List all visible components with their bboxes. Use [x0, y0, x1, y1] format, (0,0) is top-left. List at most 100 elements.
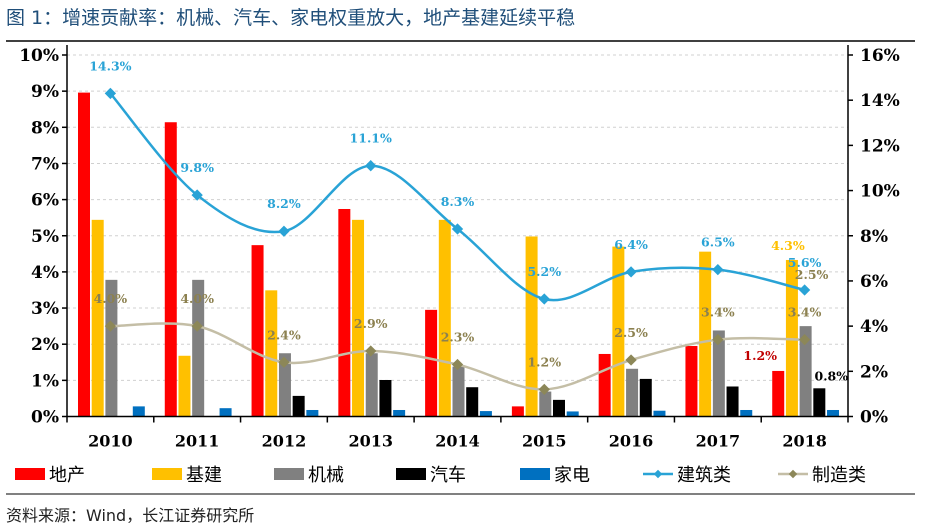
legend-marker-制造类 — [788, 469, 798, 479]
marker-建筑类 — [278, 225, 290, 237]
marker-建筑类 — [798, 284, 811, 296]
bar-基建 — [699, 251, 712, 417]
legend-swatch-地产 — [15, 468, 45, 480]
right-axis-tick-label: 16% — [860, 46, 900, 66]
marker-建筑类 — [191, 189, 203, 201]
right-axis-tick-label: 6% — [860, 272, 888, 292]
marker-建筑类 — [451, 223, 464, 235]
legend: 地产 基建 机械 汽车 家电 建筑类 制造类 — [15, 465, 866, 486]
bar-label-地产: 1.2% — [743, 348, 777, 363]
bars — [78, 92, 840, 417]
x-axis-tick-label: 2012 — [262, 432, 307, 451]
label-制造类: 3.4% — [788, 305, 822, 320]
label-制造类: 2.3% — [441, 330, 475, 345]
label-建筑类: 8.2% — [267, 196, 301, 211]
marker-建筑类 — [625, 266, 637, 278]
x-axis-tick-label: 2011 — [175, 432, 220, 451]
left-axis-tick-label: 0% — [31, 408, 59, 428]
bar-家电 — [393, 409, 406, 417]
legend-label-家电: 家电 — [554, 465, 590, 486]
label-制造类: 2.9% — [354, 316, 388, 331]
label-建筑类: 5.6% — [788, 255, 822, 270]
marker-制造类 — [191, 320, 203, 332]
bar-机械 — [539, 391, 552, 417]
x-axis-tick-label: 2013 — [348, 432, 393, 451]
legend-label-汽车: 汽车 — [430, 465, 466, 486]
bar-基建 — [352, 219, 365, 417]
left-axis-tick-label: 8% — [31, 118, 59, 138]
bar-地产 — [338, 208, 351, 417]
left-axis-tick-label: 6% — [31, 191, 59, 211]
bar-家电 — [653, 410, 666, 417]
bar-地产 — [685, 346, 698, 417]
left-axis-tick-label: 4% — [31, 263, 59, 283]
marker-制造类 — [798, 334, 811, 346]
bar-家电 — [827, 409, 840, 417]
x-axis-tick-label: 2018 — [782, 432, 827, 451]
marker-建筑类 — [365, 160, 377, 172]
x-axis-tick-label: 2017 — [696, 432, 741, 451]
label-建筑类: 8.3% — [441, 194, 475, 209]
left-axis-tick-label: 3% — [31, 299, 59, 319]
marker-建筑类 — [538, 293, 550, 305]
bar-家电 — [306, 409, 319, 417]
label-制造类: 4.0% — [180, 291, 214, 306]
label-建筑类: 11.1% — [350, 131, 392, 146]
legend-swatch-家电 — [520, 468, 550, 480]
chart-title: 图 1：增速贡献率：机械、汽车、家电权重放大，地产基建延续平稳 — [6, 7, 575, 29]
legend-label-机械: 机械 — [308, 465, 344, 486]
bar-汽车 — [726, 386, 739, 417]
bar-地产 — [772, 370, 785, 417]
bar-基建 — [438, 219, 451, 417]
x-axis-tick-label: 2016 — [609, 432, 654, 451]
label-制造类: 3.4% — [701, 305, 735, 320]
right-axis-tick-label: 8% — [860, 227, 888, 247]
bar-地产 — [598, 353, 611, 417]
label-制造类: 1.2% — [527, 354, 561, 369]
bar-地产 — [251, 245, 264, 417]
label-制造类: 2.5% — [614, 325, 648, 340]
bar-机械 — [626, 368, 639, 417]
bar-机械 — [365, 353, 378, 417]
x-axis-tick-label: 2014 — [435, 432, 480, 451]
right-axis-tick-label: 10% — [860, 182, 900, 202]
bar-地产 — [511, 406, 524, 417]
label-建筑类: 14.3% — [89, 58, 131, 73]
marker-制造类 — [451, 358, 464, 371]
legend-swatch-机械 — [274, 468, 304, 480]
legend-label-建筑类: 建筑类 — [677, 465, 731, 486]
legend-marker-建筑类 — [653, 469, 663, 479]
bar-汽车 — [466, 387, 479, 417]
bar-地产 — [164, 122, 177, 417]
bar-汽车 — [813, 388, 826, 417]
bar-汽车 — [292, 395, 305, 417]
bar-家电 — [479, 411, 492, 417]
bar-汽车 — [639, 378, 652, 417]
bar-基建 — [91, 219, 104, 417]
bar-地产 — [425, 309, 438, 417]
bar-基建 — [612, 246, 625, 417]
legend-swatch-基建 — [152, 468, 182, 480]
marker-制造类 — [278, 356, 290, 368]
bar-机械 — [452, 366, 465, 417]
bar-家电 — [740, 409, 753, 417]
marker-制造类 — [365, 345, 377, 357]
label-建筑类: 5.2% — [527, 264, 561, 279]
left-axis-tick-label: 1% — [31, 371, 59, 391]
axes: 0% 1% 2% 3% 4% 5% 6% 7% 8% 9% 10% 0% 2% 4% 6% 8% 10% 12% 1… — [19, 45, 900, 451]
source-note: 资料来源：Wind，长江证券研究所 — [6, 506, 254, 525]
label-建筑类: 6.4% — [614, 237, 648, 252]
x-axis-tick-label: 2010 — [88, 432, 133, 451]
bar-汽车 — [379, 379, 392, 417]
right-axis-tick-label: 14% — [860, 91, 900, 111]
legend-label-地产: 地产 — [49, 465, 85, 486]
x-axis-tick-label: 2015 — [522, 432, 567, 451]
bar-汽车 — [552, 399, 565, 417]
left-axis-tick-label: 2% — [31, 335, 59, 355]
bar-基建 — [525, 236, 538, 417]
bar-地产 — [78, 92, 90, 417]
left-axis-tick-label: 9% — [31, 82, 59, 102]
bar-label-基建: 4.3% — [771, 238, 805, 253]
bar-机械 — [105, 279, 118, 417]
